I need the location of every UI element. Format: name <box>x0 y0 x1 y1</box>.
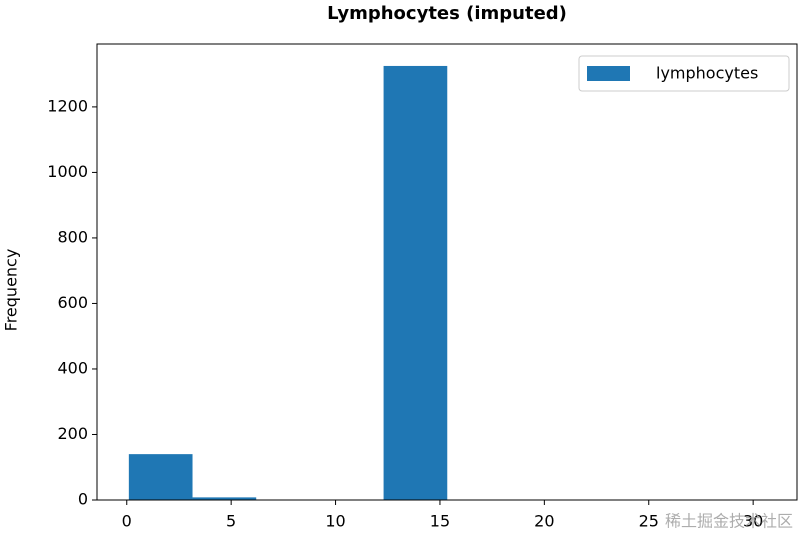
y-tick-label: 1000 <box>47 162 88 181</box>
x-tick-label: 10 <box>325 512 345 531</box>
legend-label: lymphocytes <box>656 64 758 83</box>
y-tick-label: 200 <box>57 424 88 443</box>
plot-frame <box>96 43 798 501</box>
legend-swatch <box>587 66 630 81</box>
x-tick-label: 0 <box>122 512 132 531</box>
watermark: 稀土掘金技术社区 <box>665 512 793 531</box>
bar <box>128 454 193 500</box>
x-tick-label: 30 <box>743 512 763 531</box>
legend-box <box>578 55 790 92</box>
y-tick-label: 800 <box>57 227 88 246</box>
bar <box>192 497 257 500</box>
y-tick-label: 1200 <box>47 96 88 115</box>
chart-title: Lymphocytes (imputed) <box>327 3 567 24</box>
x-tick-label: 15 <box>430 512 450 531</box>
x-tick-label: 20 <box>534 512 554 531</box>
y-axis-label: Frequency <box>2 249 21 332</box>
y-tick-label: 400 <box>57 358 88 377</box>
x-tick-label: 5 <box>226 512 236 531</box>
bar <box>383 65 448 500</box>
x-tick-label: 25 <box>639 512 659 531</box>
y-tick-label: 600 <box>57 293 88 312</box>
y-tick-label: 0 <box>78 490 88 509</box>
